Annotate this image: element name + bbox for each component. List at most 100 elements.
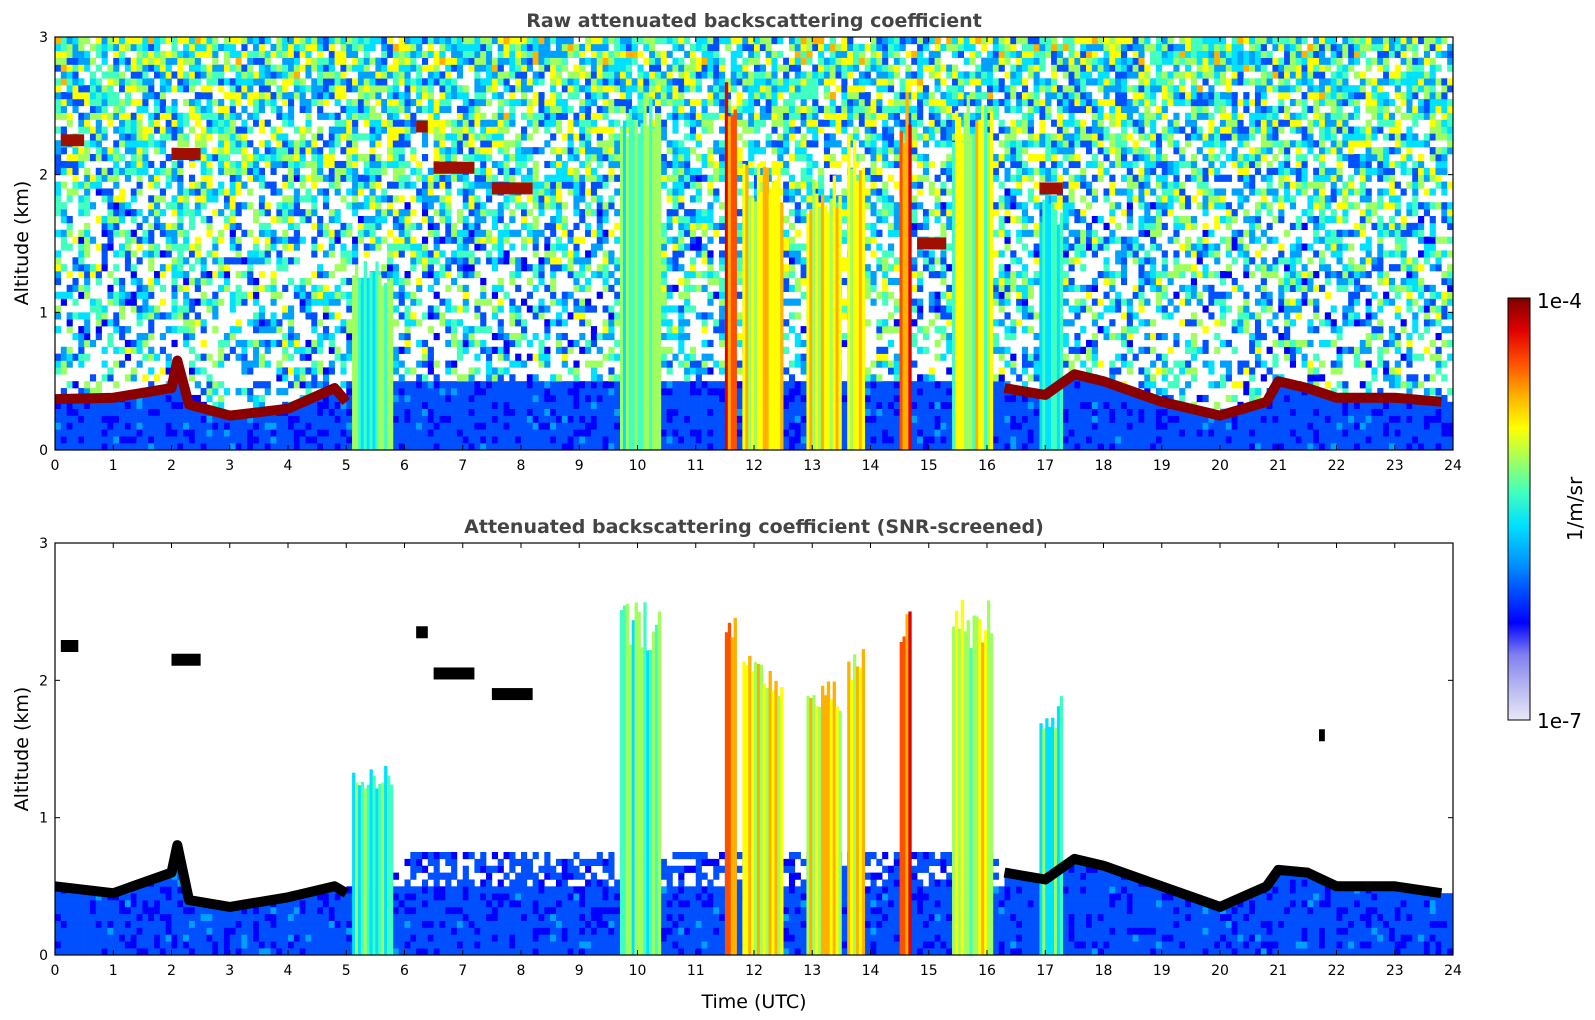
heatmap-cell <box>526 174 533 182</box>
heatmap-cell <box>532 394 539 403</box>
heatmap-cell <box>497 92 504 100</box>
heatmap-cell <box>602 236 609 244</box>
heatmap-cell <box>148 284 155 292</box>
heatmap-cell <box>258 119 266 127</box>
heatmap-cell <box>188 250 196 258</box>
heatmap-cell <box>299 147 306 155</box>
heatmap-cell <box>555 181 563 189</box>
heatmap-cell <box>270 98 277 107</box>
heatmap-cell <box>95 271 102 279</box>
heatmap-cell <box>509 64 516 72</box>
heatmap-cell <box>194 415 201 423</box>
heatmap-cell <box>719 436 726 444</box>
heatmap-cell <box>317 37 324 45</box>
heatmap-cell <box>427 401 434 409</box>
heatmap-cell <box>223 257 231 265</box>
heatmap-cell <box>84 291 91 299</box>
heatmap-cell <box>101 112 108 120</box>
heatmap-cell <box>608 85 615 93</box>
heatmap-cell <box>462 401 469 409</box>
heatmap-cell <box>119 195 126 203</box>
heatmap-cell <box>590 332 598 341</box>
heatmap-cell <box>684 147 691 155</box>
heatmap-cell <box>55 360 62 368</box>
heatmap-cell <box>427 188 434 196</box>
heatmap-cell <box>305 188 312 196</box>
heatmap-cell <box>550 319 557 327</box>
heatmap-cell <box>113 202 120 210</box>
heatmap-cell <box>154 50 161 58</box>
heatmap-cell <box>544 353 551 361</box>
heatmap-cell <box>119 443 126 450</box>
heatmap-cell <box>660 305 667 313</box>
heatmap-cell <box>678 181 685 189</box>
heatmap-cell <box>113 312 120 320</box>
heatmap-cell <box>369 243 376 251</box>
heatmap-cell <box>95 64 102 72</box>
heatmap-cell <box>719 429 726 437</box>
heatmap-cell <box>573 429 580 437</box>
heatmap-cell <box>713 381 720 389</box>
heatmap-cell <box>521 443 528 450</box>
heatmap-cell <box>701 381 708 389</box>
heatmap-cell <box>258 319 266 327</box>
heatmap-cell <box>427 126 434 134</box>
heatmap-cell <box>451 57 458 65</box>
heatmap-cell <box>200 291 207 299</box>
heatmap-cell <box>78 291 85 299</box>
heatmap-cell <box>154 436 161 444</box>
heatmap-cell <box>602 353 609 361</box>
heatmap-cell <box>427 388 434 396</box>
heatmap-cell <box>392 436 399 444</box>
heatmap-cell <box>497 147 504 155</box>
heatmap-cell <box>346 154 353 162</box>
heatmap-cell <box>666 160 673 169</box>
heatmap-cell <box>194 312 201 320</box>
heatmap-cell <box>142 147 149 155</box>
heatmap-cell <box>491 401 499 409</box>
heatmap-cell <box>218 98 225 107</box>
heatmap-cell <box>107 422 114 430</box>
heatmap-cell <box>78 408 85 416</box>
heatmap-cell <box>456 71 464 79</box>
heatmap-cell <box>142 64 149 72</box>
heatmap-cell <box>299 443 306 450</box>
heatmap-cell <box>101 305 108 313</box>
heatmap-cell <box>561 133 568 141</box>
heatmap-cell <box>509 436 516 444</box>
heatmap-cell <box>101 167 108 175</box>
heatmap-cell <box>439 50 446 58</box>
heatmap-cell <box>585 202 592 210</box>
heatmap-cell <box>165 57 172 65</box>
heatmap-cell <box>625 92 632 100</box>
heatmap-cell <box>561 98 568 107</box>
heatmap-cell <box>550 202 557 210</box>
heatmap-cell <box>555 119 563 127</box>
heatmap-cell <box>369 85 376 93</box>
heatmap-cell <box>194 353 201 361</box>
heatmap-cell <box>503 388 510 396</box>
heatmap-cell <box>684 64 691 72</box>
heatmap-cell <box>107 284 114 292</box>
heatmap-cell <box>538 346 545 354</box>
heatmap-cell <box>293 37 300 45</box>
heatmap-cell <box>154 415 161 423</box>
heatmap-cell <box>672 202 679 210</box>
heatmap-cell <box>241 422 248 430</box>
heatmap-cell <box>695 312 702 320</box>
heatmap-cell <box>719 85 726 93</box>
heatmap-cell <box>579 415 586 423</box>
heatmap-cell <box>387 243 394 251</box>
heatmap-cell <box>113 436 120 444</box>
heatmap-cell <box>567 250 574 258</box>
heatmap-cell <box>596 394 603 403</box>
heatmap-cell <box>480 339 487 348</box>
heatmap-cell <box>404 401 411 409</box>
heatmap-cell <box>288 277 295 286</box>
heatmap-cell <box>183 429 190 437</box>
heatmap-cell <box>159 160 166 169</box>
heatmap-cell <box>456 305 464 313</box>
heatmap-cell <box>701 215 708 224</box>
heatmap-cell <box>404 133 411 141</box>
heatmap-cell <box>421 401 429 409</box>
